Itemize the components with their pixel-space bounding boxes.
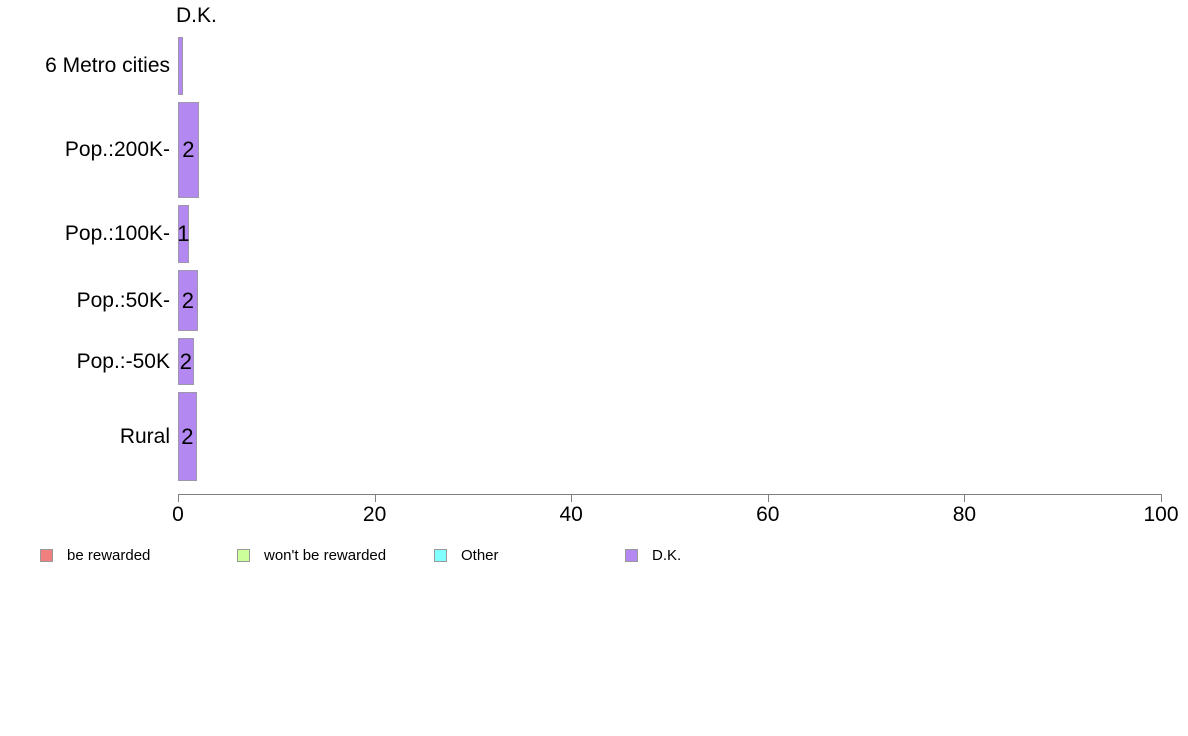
bar-value-label: 2	[181, 287, 194, 313]
bar-1[interactable]	[178, 37, 183, 95]
x-axis-tick-mark	[964, 494, 966, 502]
category-label: Pop.:-50K	[76, 349, 170, 373]
chart-title: D.K.	[176, 4, 217, 27]
bar-5[interactable]: 2	[178, 338, 194, 385]
x-axis-tick-label: 60	[756, 503, 780, 526]
bar-value-label: 2	[182, 137, 195, 162]
bar-value-label: 2	[179, 348, 192, 374]
bar-4[interactable]: 2	[178, 270, 198, 331]
category-label: Pop.:100K-	[64, 222, 170, 245]
legend: be rewarded won't be rewarded Other D.K.	[0, 547, 1188, 569]
legend-item[interactable]: D.K.	[625, 547, 681, 564]
legend-swatch-icon	[434, 549, 447, 562]
category-label: Pop.:200K-	[64, 138, 170, 161]
legend-item-label: be rewarded	[67, 547, 151, 564]
legend-item[interactable]: be rewarded	[40, 547, 150, 564]
legend-swatch-icon	[625, 549, 638, 562]
legend-item[interactable]: won't be rewarded	[237, 547, 386, 564]
bar-6[interactable]: 2	[178, 392, 197, 481]
legend-swatch-icon	[237, 549, 250, 562]
legend-item-label: Other	[461, 547, 499, 564]
bar-2[interactable]: 2	[178, 102, 199, 198]
x-axis-tick-label: 20	[362, 503, 387, 526]
legend-item-label: won't be rewarded	[264, 547, 387, 564]
bar-3[interactable]: 1	[177, 205, 190, 263]
x-axis-tick-mark	[1161, 494, 1162, 502]
legend-item[interactable]: Other	[434, 547, 499, 564]
bar-value-label: 2	[181, 423, 194, 449]
category-label: Rural	[119, 424, 170, 448]
x-axis-tick-label: 80	[952, 503, 977, 526]
bar-value-label: 1	[177, 221, 190, 246]
x-axis-tick-mark	[767, 494, 769, 502]
x-axis-tick-label: 100	[1143, 503, 1179, 526]
category-label: Pop.:50K-	[76, 288, 170, 312]
x-axis-tick-label: 40	[559, 503, 583, 526]
x-axis-tick-label: 0	[172, 503, 184, 526]
x-axis-tick-mark	[178, 494, 179, 502]
category-label: 6 Metro cities	[45, 54, 170, 77]
legend-swatch-icon	[40, 549, 53, 562]
x-axis-tick-mark	[571, 494, 573, 502]
legend-item-label: D.K.	[652, 547, 682, 564]
x-axis-line	[178, 494, 1162, 495]
x-axis-tick-mark	[374, 494, 376, 502]
